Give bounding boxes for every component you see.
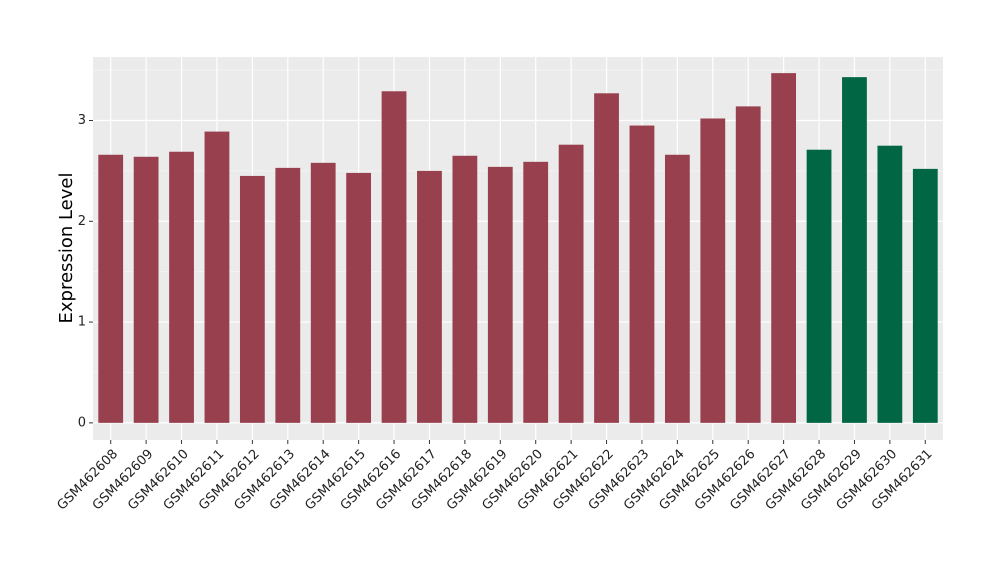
bar <box>664 154 690 423</box>
bar <box>771 73 797 423</box>
y-tick-label: 1 <box>78 315 86 330</box>
bar <box>700 118 726 423</box>
bar <box>310 162 336 423</box>
bar <box>204 131 230 423</box>
y-tick-label: 0 <box>78 415 86 430</box>
bar <box>133 156 159 423</box>
bar <box>275 167 301 423</box>
bar <box>523 161 549 423</box>
bar <box>381 91 407 423</box>
bar <box>806 149 832 423</box>
bar <box>417 170 442 423</box>
bar <box>346 172 372 423</box>
y-tick-label: 3 <box>78 113 86 128</box>
y-tick-label: 2 <box>78 214 86 229</box>
bar <box>877 145 903 423</box>
bar <box>169 151 194 423</box>
x-tick-label: GSM462608 <box>54 447 121 514</box>
bar <box>558 144 584 423</box>
bar <box>487 166 513 423</box>
bar <box>452 155 478 423</box>
bar <box>594 93 619 423</box>
bars <box>98 73 938 423</box>
bar <box>912 168 938 423</box>
bar <box>735 106 761 423</box>
y-axis-title: Expression Level <box>56 173 77 324</box>
bar <box>842 77 867 423</box>
bar <box>629 125 655 423</box>
bar <box>98 154 124 423</box>
bar <box>239 175 265 423</box>
